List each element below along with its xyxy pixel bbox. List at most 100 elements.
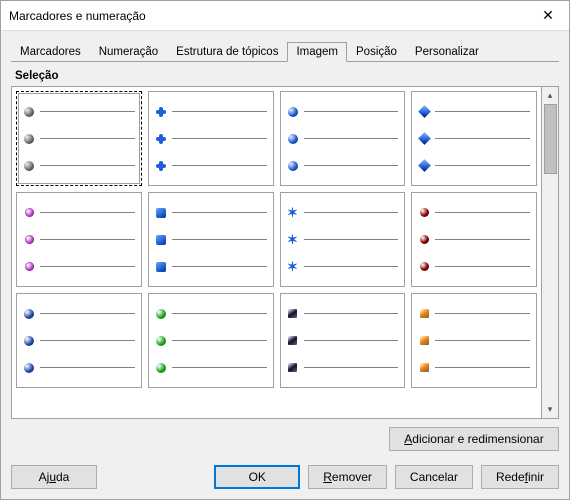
vertical-scrollbar[interactable]: ▴ ▾ — [542, 86, 559, 419]
preview-line-fill — [435, 239, 530, 240]
preview-line — [155, 160, 267, 172]
gem-bullet-icon — [23, 261, 35, 273]
reset-button[interactable]: Redefinir — [481, 465, 559, 489]
tab-imagem[interactable]: Imagem — [287, 42, 347, 62]
scroll-down-icon[interactable]: ▾ — [544, 403, 557, 416]
sphere-bullet-icon — [287, 106, 299, 118]
preview-line — [155, 308, 267, 320]
square-bullet-icon — [418, 362, 430, 374]
preview-line — [23, 207, 135, 219]
preview-line — [418, 308, 530, 320]
tab-bar: MarcadoresNumeraçãoEstrutura de tópicosI… — [11, 41, 559, 62]
flat-bullet-icon — [155, 308, 167, 320]
cancel-button[interactable]: Cancelar — [395, 465, 473, 489]
tab-marcadores[interactable]: Marcadores — [11, 42, 90, 62]
tab-numeração[interactable]: Numeração — [90, 42, 167, 62]
flat-bullet-icon — [23, 335, 35, 347]
star-bullet-icon: ✶ — [287, 234, 299, 246]
preview-line-fill — [435, 165, 530, 166]
rsquare-bullet-icon — [155, 261, 167, 273]
remove-button[interactable]: Remover — [308, 465, 387, 489]
preview-line-fill — [304, 165, 399, 166]
preview-line-fill — [435, 340, 530, 341]
diamond-bullet-icon — [418, 133, 430, 145]
square-bullet-icon — [287, 362, 299, 374]
preview-line — [287, 133, 399, 145]
bullet-option[interactable] — [280, 293, 406, 388]
close-icon: ✕ — [542, 7, 554, 24]
preview-line-fill — [435, 138, 530, 139]
preview-line — [287, 160, 399, 172]
plus-bullet-icon — [155, 133, 167, 145]
ok-button[interactable]: OK — [214, 465, 300, 489]
preview-line-fill — [304, 367, 399, 368]
preview-line-fill — [304, 111, 399, 112]
preview-line — [418, 234, 530, 246]
sphere-bullet-icon — [23, 160, 35, 172]
preview-line-fill — [172, 340, 267, 341]
window-title: Marcadores e numeração — [9, 9, 146, 23]
diamond-bullet-icon — [418, 160, 430, 172]
sphere-bullet-icon — [23, 133, 35, 145]
preview-line-fill — [435, 313, 530, 314]
tab-personalizar[interactable]: Personalizar — [406, 42, 488, 62]
bullet-option[interactable] — [280, 91, 406, 186]
add-resize-rest: dicionar e redimensionar — [412, 432, 543, 446]
preview-line-fill — [40, 266, 135, 267]
bullet-option[interactable] — [148, 293, 274, 388]
bullet-grid-container: ✶✶✶ — [11, 86, 542, 419]
preview-line — [155, 261, 267, 273]
below-grid-row: Adicionar e redimensionar — [11, 427, 559, 451]
preview-line: ✶ — [287, 207, 399, 219]
preview-line-fill — [435, 367, 530, 368]
preview-line — [418, 261, 530, 273]
preview-line — [155, 106, 267, 118]
bullet-option[interactable]: ✶✶✶ — [280, 192, 406, 287]
plus-bullet-icon — [155, 106, 167, 118]
preview-line-fill — [40, 367, 135, 368]
bullet-option[interactable] — [148, 91, 274, 186]
preview-line — [155, 335, 267, 347]
flat-bullet-icon — [155, 335, 167, 347]
preview-line-fill — [435, 212, 530, 213]
tab-posição[interactable]: Posição — [347, 42, 406, 62]
preview-line-fill — [40, 212, 135, 213]
preview-line-fill — [304, 212, 399, 213]
bullet-option[interactable] — [16, 91, 142, 186]
flat-bullet-icon — [23, 362, 35, 374]
preview-line-fill — [304, 313, 399, 314]
orb-bullet-icon — [418, 234, 430, 246]
preview-line-fill — [172, 239, 267, 240]
preview-line-fill — [40, 340, 135, 341]
preview-line — [418, 207, 530, 219]
section-label: Seleção — [15, 70, 559, 82]
preview-line-fill — [435, 266, 530, 267]
preview-line — [418, 362, 530, 374]
scroll-up-icon[interactable]: ▴ — [544, 89, 557, 102]
diamond-bullet-icon — [418, 106, 430, 118]
preview-line-fill — [40, 313, 135, 314]
dialog-window: Marcadores e numeração ✕ MarcadoresNumer… — [0, 0, 570, 500]
bullet-option[interactable] — [411, 192, 537, 287]
scroll-track[interactable] — [544, 102, 557, 403]
preview-line — [23, 106, 135, 118]
preview-line — [23, 335, 135, 347]
add-resize-button[interactable]: Adicionar e redimensionar — [389, 427, 559, 451]
preview-line — [155, 133, 267, 145]
orb-bullet-icon — [418, 261, 430, 273]
preview-line-fill — [435, 111, 530, 112]
bullet-option[interactable] — [16, 293, 142, 388]
bullet-option[interactable] — [148, 192, 274, 287]
close-button[interactable]: ✕ — [527, 2, 569, 30]
help-button[interactable]: Ajuda — [11, 465, 97, 489]
bullet-option[interactable] — [411, 293, 537, 388]
bullet-option[interactable] — [411, 91, 537, 186]
sphere-bullet-icon — [287, 160, 299, 172]
plus-bullet-icon — [155, 160, 167, 172]
scroll-thumb[interactable] — [544, 104, 557, 174]
bullet-option[interactable] — [16, 192, 142, 287]
flat-bullet-icon — [155, 362, 167, 374]
preview-line-fill — [172, 111, 267, 112]
tab-estrutura-de-tópicos[interactable]: Estrutura de tópicos — [167, 42, 287, 62]
preview-line-fill — [40, 111, 135, 112]
